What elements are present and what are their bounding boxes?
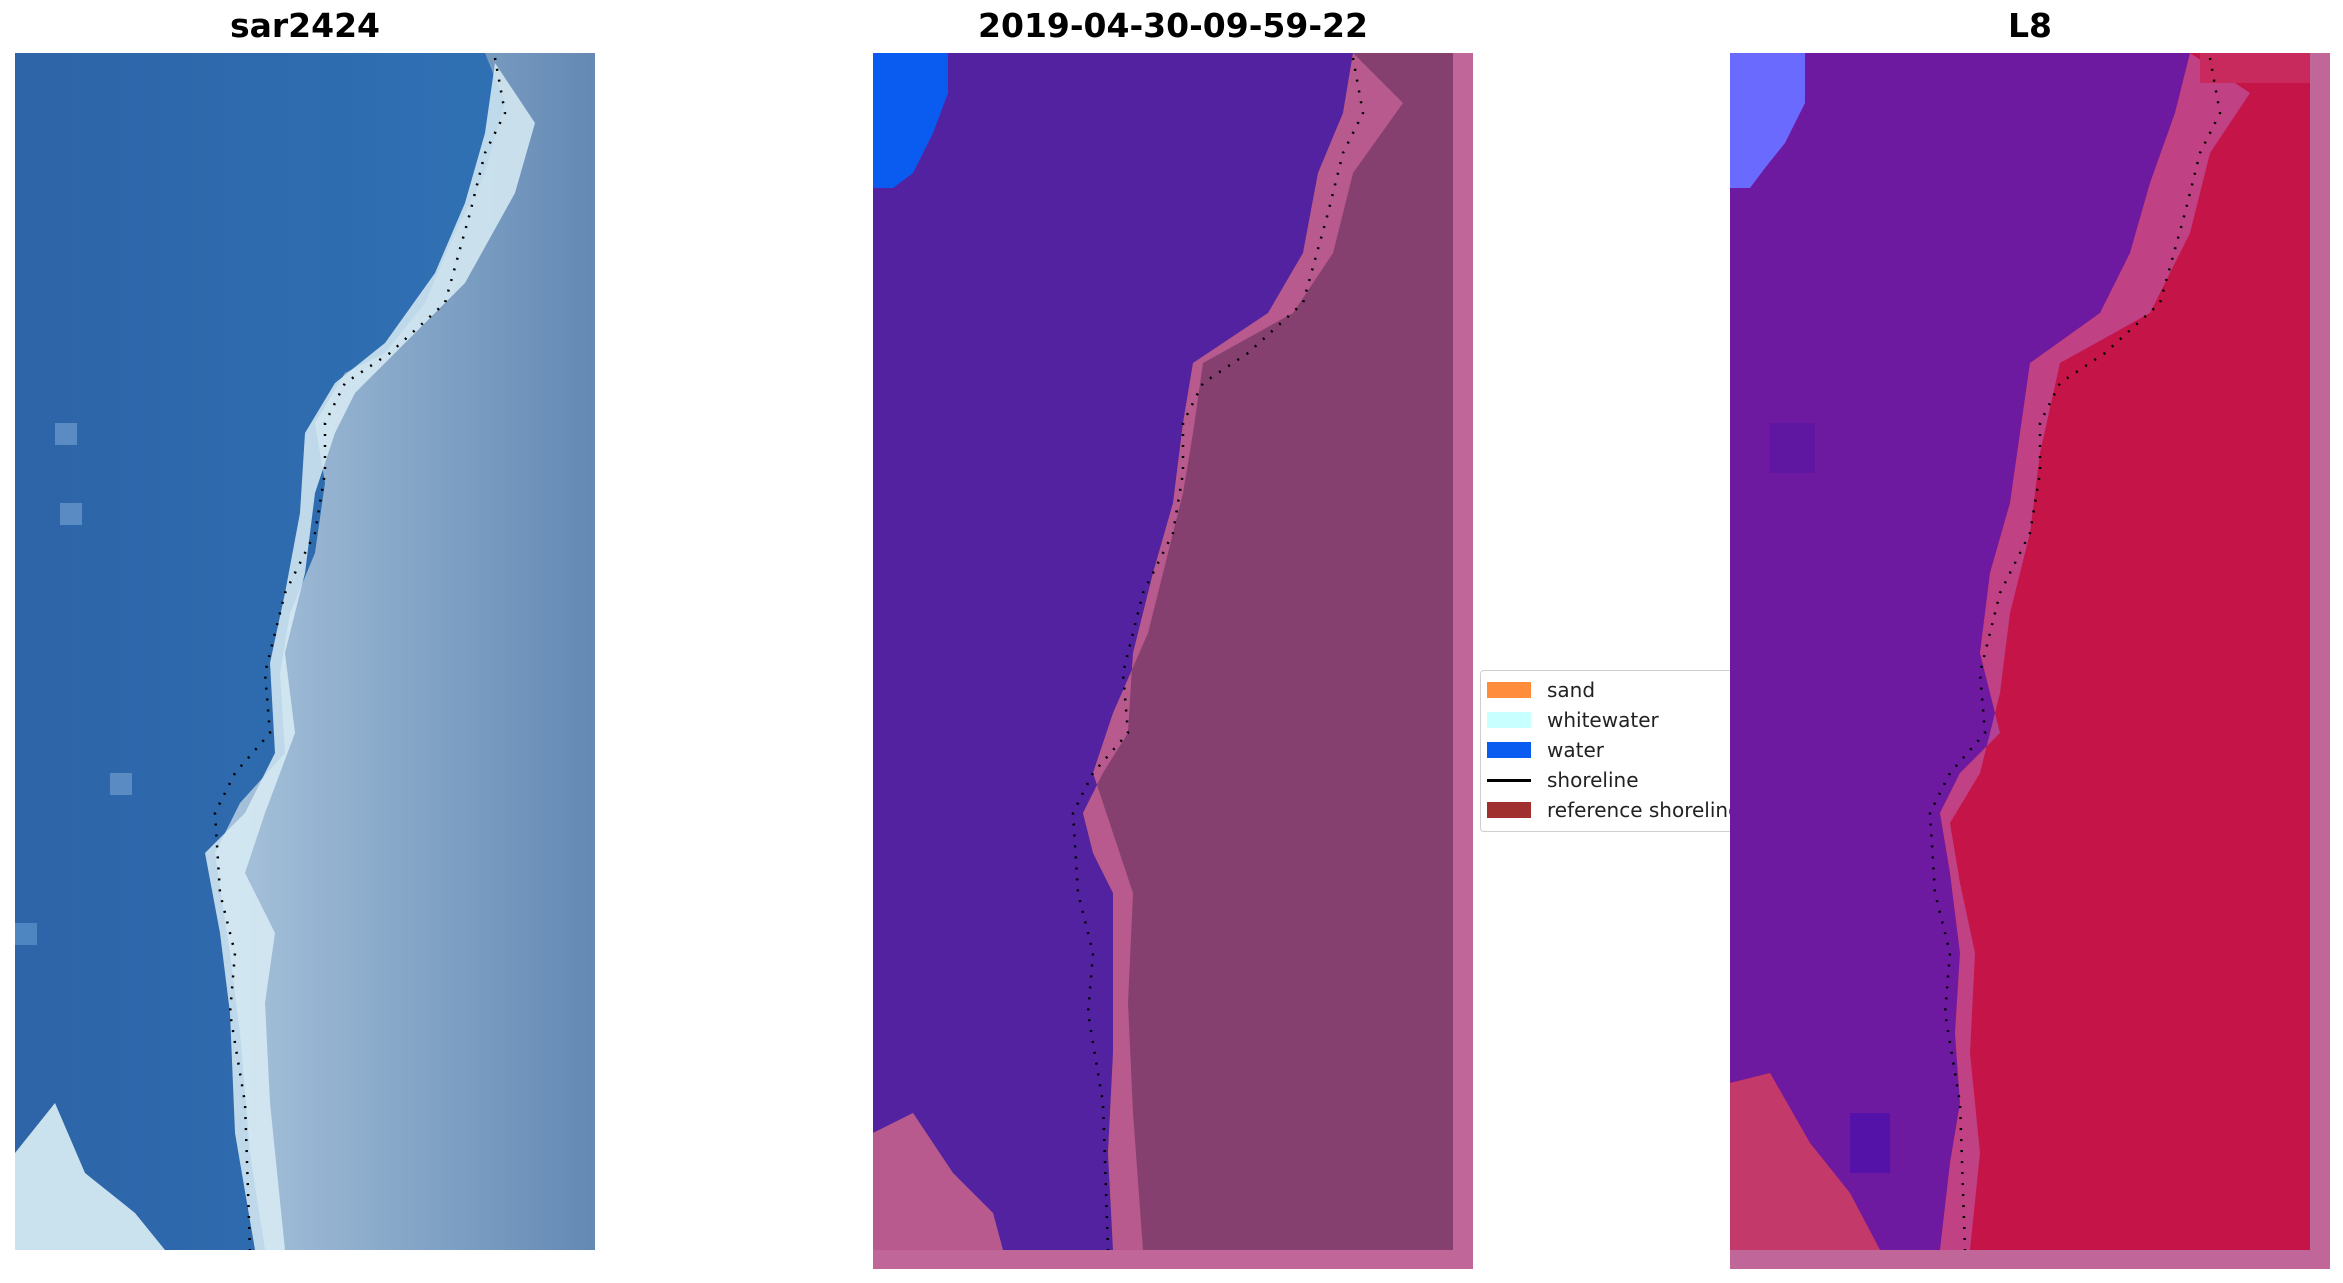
legend-label-shoreline: shoreline — [1547, 768, 1639, 792]
rgb-image-panel — [15, 53, 595, 1250]
water-swatch — [1487, 742, 1531, 758]
panel-title-rgb: sar2424 — [229, 6, 381, 45]
index-image-panel — [1730, 53, 2330, 1269]
legend-item-water: water — [1487, 738, 1604, 762]
legend-label-whitewater: whitewater — [1547, 708, 1659, 732]
index-image — [1730, 53, 2330, 1269]
legend-item-shoreline: shoreline — [1487, 768, 1639, 792]
classified-image-panel — [873, 53, 1473, 1269]
legend: sand whitewater water shoreline referenc… — [1480, 670, 1742, 832]
panel-title-classified: 2019-04-30-09-59-22 — [978, 6, 1368, 45]
reference-shoreline-swatch — [1487, 802, 1531, 818]
shoreline-line-icon — [1487, 778, 1531, 782]
legend-item-whitewater: whitewater — [1487, 708, 1659, 732]
rgb-image — [15, 53, 595, 1250]
legend-label-sand: sand — [1547, 678, 1596, 702]
legend-label-reference-shoreline: reference shoreline — [1547, 798, 1741, 822]
legend-item-reference-shoreline: reference shoreline — [1487, 798, 1741, 822]
legend-label-water: water — [1547, 738, 1604, 762]
legend-item-sand: sand — [1487, 678, 1596, 702]
classified-image — [873, 53, 1473, 1269]
panel-title-index: L8 — [2008, 6, 2052, 45]
whitewater-swatch — [1487, 712, 1531, 728]
sand-swatch — [1487, 682, 1531, 698]
